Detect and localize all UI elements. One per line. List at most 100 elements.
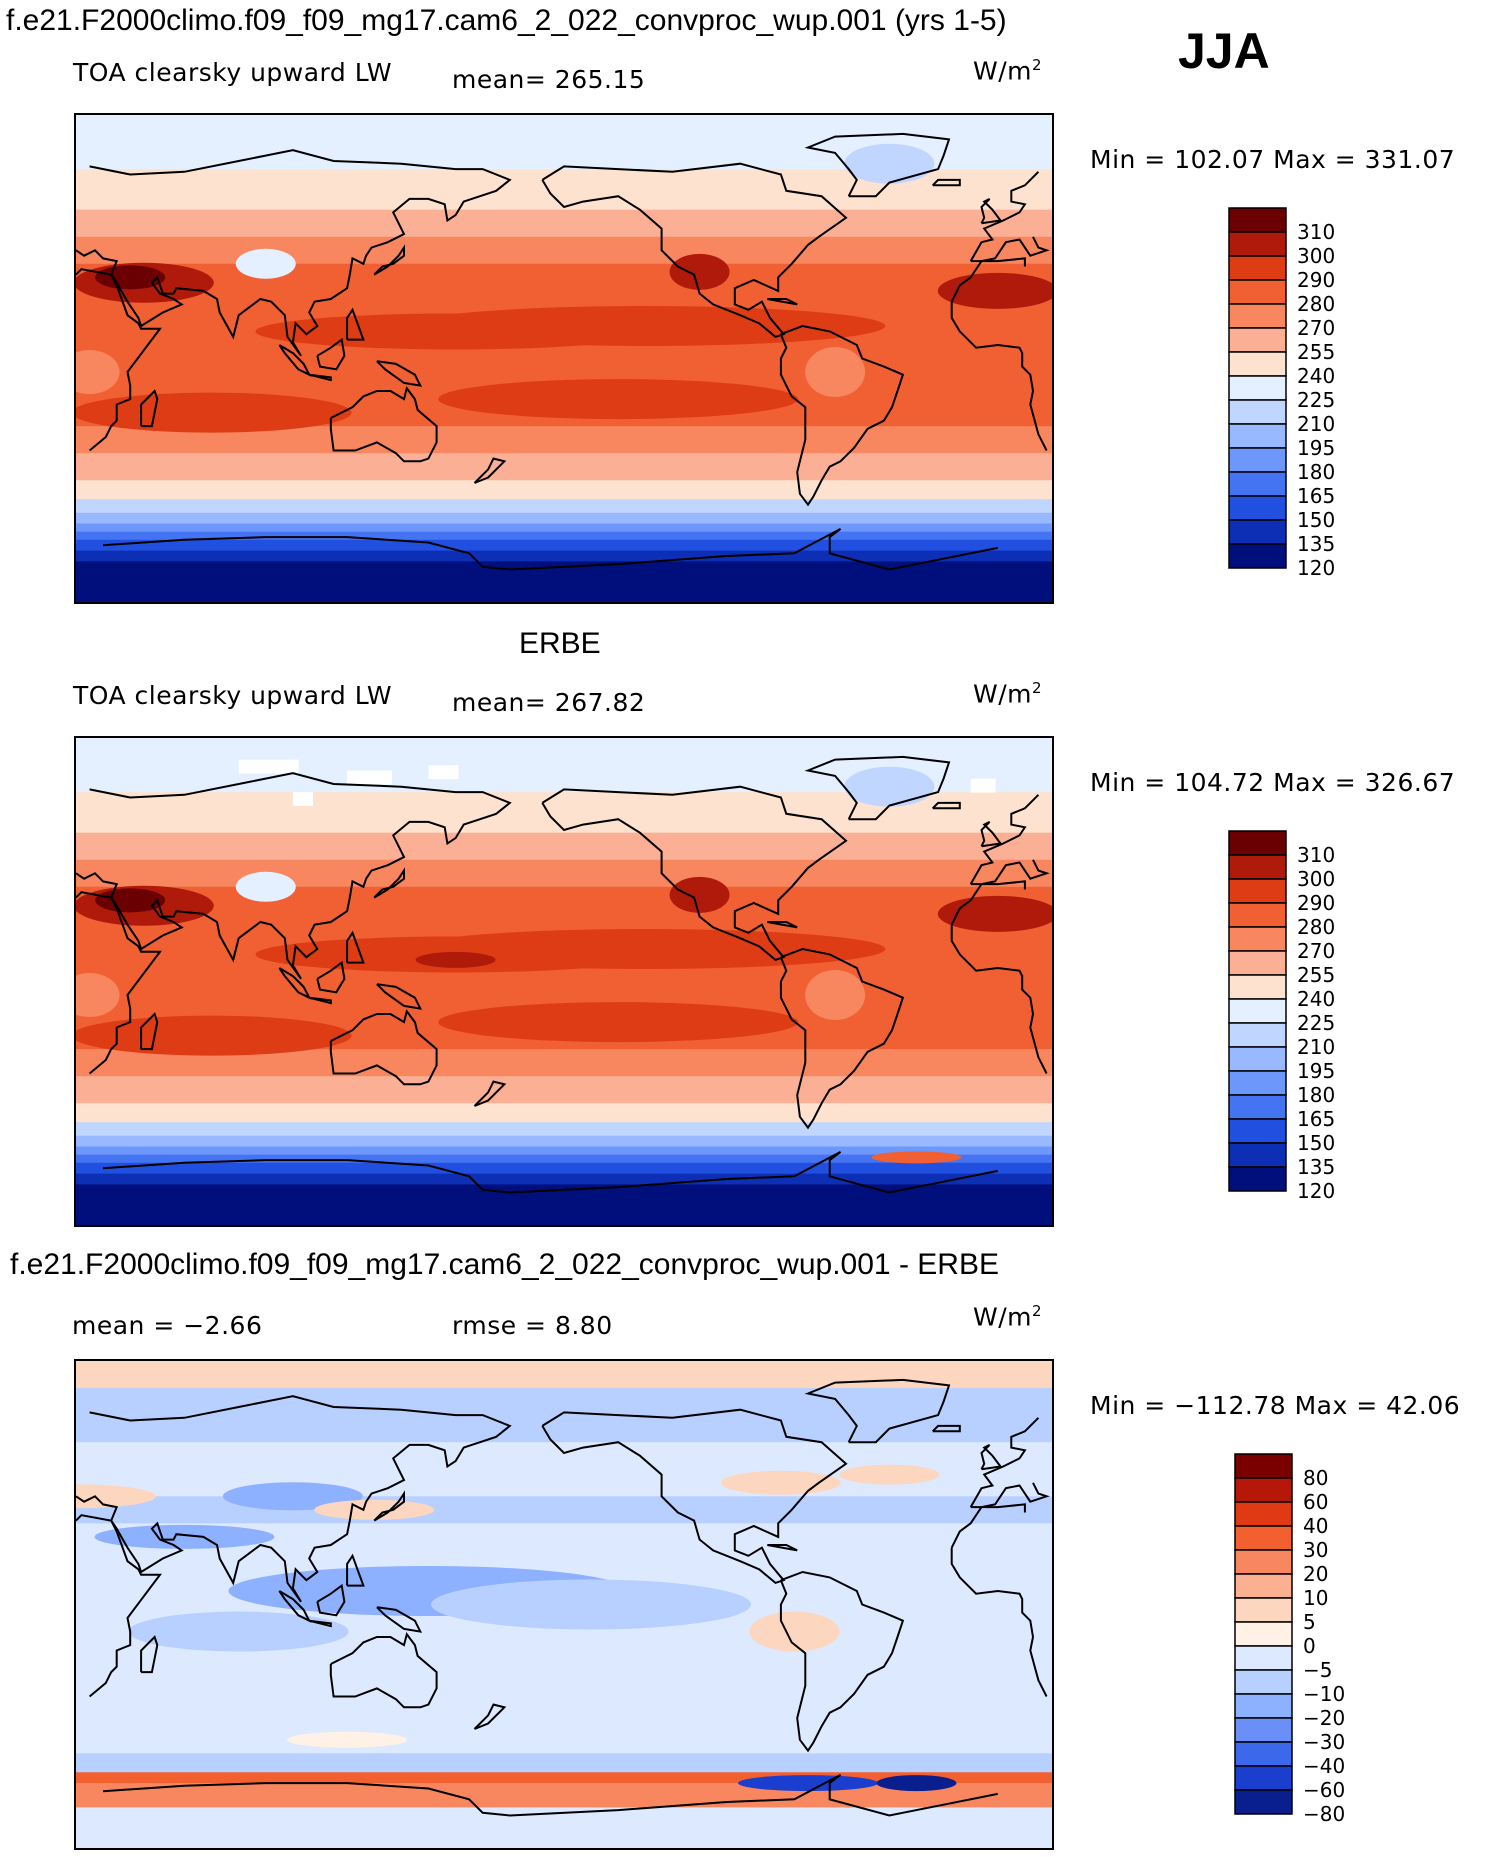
- coastline: [308, 373, 332, 382]
- colorbar-swatch: [1234, 1621, 1293, 1647]
- field-patch: [128, 1611, 349, 1652]
- colorbar-swatch: [1228, 1094, 1287, 1120]
- panel3-title: f.e21.F2000climo.f09_f09_mg17.cam6_2_022…: [10, 1248, 999, 1281]
- colorbar-tick-label: −5: [1303, 1658, 1333, 1682]
- coastline: [980, 198, 1003, 225]
- panel3-units-text: W/m: [973, 1302, 1032, 1332]
- field-band: [76, 1753, 1052, 1773]
- coastline: [76, 1503, 1048, 1698]
- colorbar-swatch: [1228, 351, 1287, 377]
- coastline: [103, 1774, 998, 1817]
- field-patch: [76, 973, 120, 1018]
- coastline: [779, 947, 905, 1130]
- colorbar-swatch: [1234, 1501, 1293, 1527]
- field-patch: [844, 766, 935, 807]
- field-band: [76, 1772, 1052, 1784]
- colorbar-tick-label: 225: [1297, 1011, 1336, 1035]
- coastline: [373, 1490, 405, 1522]
- field-band: [76, 1103, 1052, 1123]
- colorbar-tick-label: 240: [1297, 364, 1336, 388]
- field-patch: [94, 1524, 275, 1549]
- field-patch: [222, 1482, 363, 1511]
- field-band: [76, 1122, 1052, 1137]
- field-patch: [871, 1151, 962, 1164]
- colorbar-swatch: [1234, 1789, 1293, 1815]
- panel2-title: ERBE: [519, 627, 601, 660]
- coastline: [373, 867, 405, 899]
- colorbar-swatch: [1228, 447, 1287, 473]
- panel2-units: W/m2: [973, 679, 1042, 708]
- colorbar-tick-label: 210: [1297, 1035, 1336, 1059]
- colorbar-tick-label: 270: [1297, 939, 1336, 963]
- colorbar-tick-label: 210: [1297, 412, 1336, 436]
- coastline: [931, 1424, 961, 1433]
- field-patch: [937, 895, 1052, 932]
- colorbar-swatch: [1234, 1549, 1293, 1575]
- coastline: [541, 162, 848, 339]
- colorbar-tick-label: 180: [1297, 460, 1336, 484]
- field-band: [76, 859, 1052, 888]
- field-band: [76, 512, 1052, 525]
- colorbar-tick-label: 180: [1297, 1083, 1336, 1107]
- colorbar-tick-label: 310: [1297, 843, 1336, 867]
- coastline: [376, 983, 423, 1010]
- colorbar-swatch: [1234, 1669, 1293, 1695]
- field-band: [76, 1807, 1052, 1848]
- panel1-map-svg: [76, 115, 1052, 602]
- colorbar-tick-label: 10: [1303, 1586, 1329, 1610]
- colorbar-tick-label: 255: [1297, 340, 1336, 364]
- panel1-map: [74, 113, 1054, 604]
- coastline: [76, 880, 1048, 1075]
- colorbar-tick-label: 225: [1297, 388, 1336, 412]
- field-band: [76, 1184, 1052, 1225]
- colorbar-swatch: [1234, 1597, 1293, 1623]
- field-band: [76, 832, 1052, 861]
- colorbar-swatch: [1234, 1477, 1293, 1503]
- field-patch: [669, 253, 730, 290]
- field-patch: [431, 1579, 752, 1630]
- coastline: [541, 1408, 848, 1585]
- colorbar-swatch: [1234, 1693, 1293, 1719]
- colorbar-tick-label: 20: [1303, 1562, 1329, 1586]
- coastline: [804, 132, 951, 198]
- colorbar-swatch: [1228, 1142, 1287, 1168]
- colorbar-swatch: [1228, 1166, 1287, 1192]
- field-band: [76, 1135, 1052, 1148]
- field-band: [76, 1496, 1052, 1524]
- colorbar-swatch: [1234, 1525, 1293, 1551]
- colorbar-swatch: [1234, 1645, 1293, 1671]
- field-band: [76, 561, 1052, 602]
- coastline: [329, 386, 438, 463]
- colorbar-swatch: [1228, 399, 1287, 425]
- colorbar-swatch: [1228, 998, 1287, 1024]
- coastline: [473, 1080, 507, 1107]
- coastline: [329, 1009, 438, 1086]
- coastline: [779, 324, 905, 507]
- panel3-map: [74, 1359, 1054, 1850]
- colorbar-tick-label: −80: [1303, 1802, 1346, 1826]
- field-band: [76, 1388, 1052, 1443]
- panel1-title: f.e21.F2000climo.f09_f09_mg17.cam6_2_022…: [6, 4, 1007, 37]
- coastline: [140, 1012, 159, 1051]
- colorbar-tick-label: −60: [1303, 1778, 1346, 1802]
- colorbar-tick-label: 165: [1297, 484, 1336, 508]
- colorbar-swatch: [1228, 1022, 1287, 1048]
- colorbar-tick-label: 280: [1297, 292, 1336, 316]
- colorbar-tick-label: 5: [1303, 1610, 1316, 1634]
- field-patch: [76, 1015, 352, 1056]
- field-band: [76, 523, 1052, 533]
- colorbar-tick-label: 135: [1297, 1155, 1336, 1179]
- colorbar-swatch: [1228, 207, 1287, 233]
- field-patch: [235, 248, 296, 279]
- coastline: [346, 930, 365, 964]
- field-band: [76, 1154, 1052, 1164]
- colorbar-tick-label: 195: [1297, 436, 1336, 460]
- coastline: [779, 1570, 905, 1753]
- coastline: [376, 1606, 423, 1633]
- colorbar-tick-label: 255: [1297, 963, 1336, 987]
- colorbar-tick-label: 150: [1297, 1131, 1336, 1155]
- panel3-map-svg: [76, 1361, 1052, 1848]
- coastline: [346, 307, 365, 341]
- field-band: [76, 480, 1052, 500]
- field-patch: [438, 1002, 799, 1043]
